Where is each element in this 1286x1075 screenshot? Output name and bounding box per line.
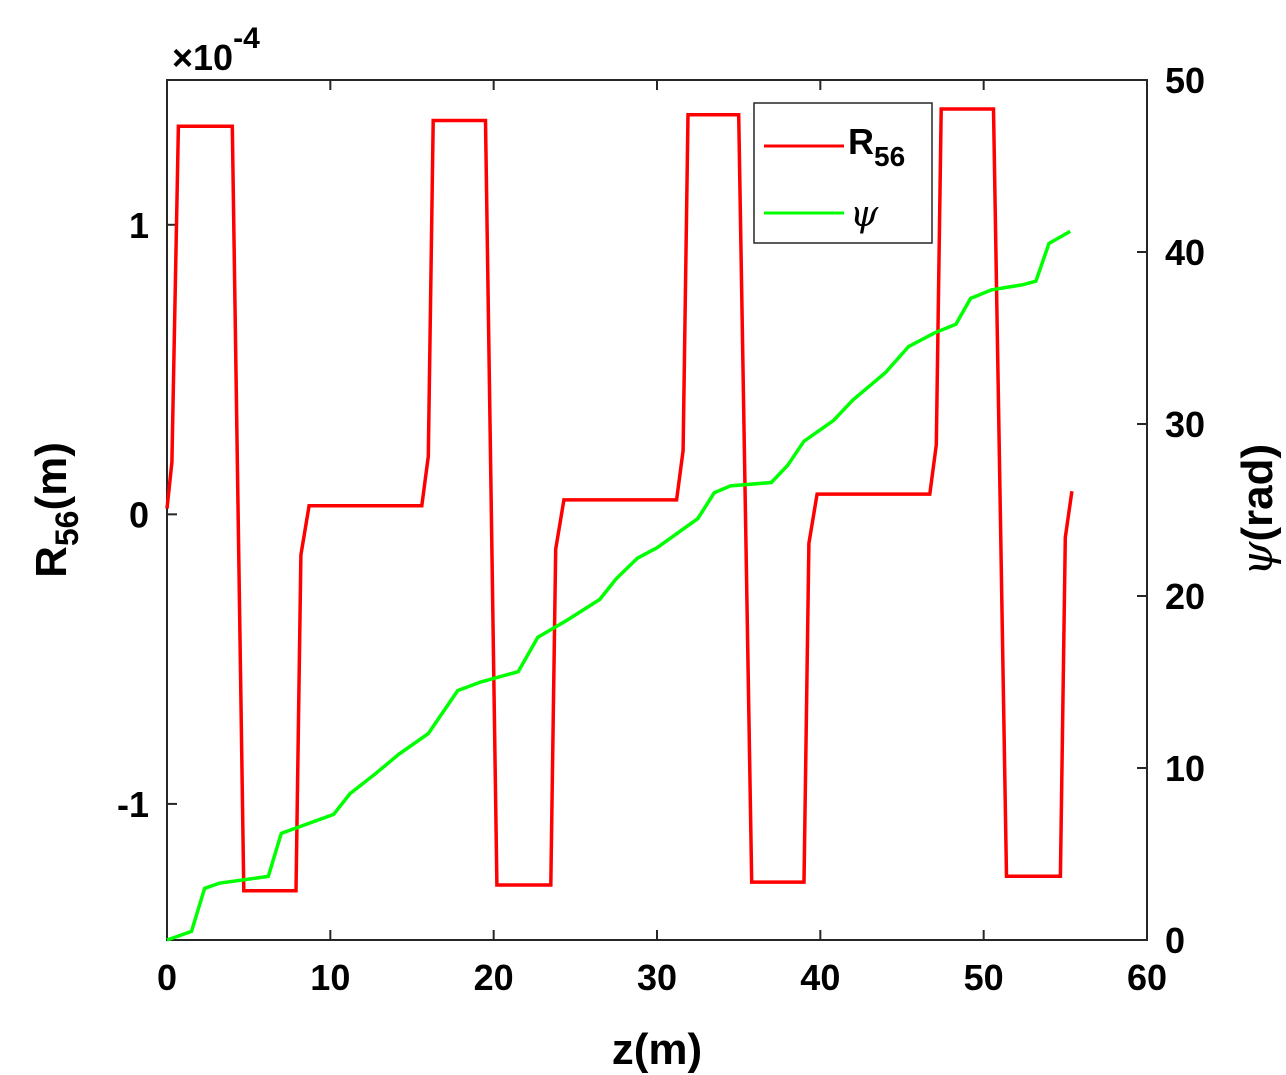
ticks-layer bbox=[166, 79, 1148, 941]
y-axis-left-label: R56(m) bbox=[27, 442, 85, 578]
series-line-psi bbox=[166, 229, 1072, 942]
series-line-r56 bbox=[165, 107, 1074, 893]
exponent-prefix: ×10 bbox=[172, 37, 233, 78]
x-axis-label: z(m) bbox=[612, 1025, 702, 1074]
legend: R56 ψ bbox=[753, 102, 933, 244]
x-tick-label: 30 bbox=[637, 957, 677, 998]
x-tick-label: 0 bbox=[157, 957, 177, 998]
y-left-label-suffix: (m) bbox=[27, 442, 76, 510]
y-right-tick-label: 50 bbox=[1165, 60, 1205, 101]
y-left-tick-label: 1 bbox=[129, 205, 149, 246]
y-right-label-suffix: (rad) bbox=[1233, 444, 1282, 542]
exponent-label: ×10-4 bbox=[172, 22, 260, 78]
legend-r56-main: R bbox=[848, 121, 874, 162]
legend-label-psi: ψ bbox=[850, 194, 879, 235]
x-tick-label: 40 bbox=[800, 957, 840, 998]
legend-r56-sub: 56 bbox=[874, 141, 905, 172]
y-right-tick-label: 0 bbox=[1165, 920, 1185, 961]
y-right-tick-label: 40 bbox=[1165, 232, 1205, 273]
y-right-tick-label: 30 bbox=[1165, 404, 1205, 445]
x-tick-label: 50 bbox=[964, 957, 1004, 998]
y-right-tick-label: 10 bbox=[1165, 748, 1205, 789]
legend-label-r56: R56 bbox=[848, 121, 905, 172]
x-tick-label: 60 bbox=[1127, 957, 1167, 998]
legend-box bbox=[753, 102, 933, 244]
y-right-tick-label: 20 bbox=[1165, 576, 1205, 617]
x-tick-label: 20 bbox=[474, 957, 514, 998]
y-left-tick-label: 0 bbox=[129, 494, 149, 535]
series-layer bbox=[165, 107, 1074, 942]
y-right-label-symbol: ψ bbox=[1232, 541, 1283, 576]
y-axis-right-label: ψ(rad) bbox=[1232, 444, 1283, 576]
y-left-label-sub: 56 bbox=[49, 511, 85, 547]
exponent-superscript: -4 bbox=[233, 22, 260, 55]
y-left-label-main: R bbox=[27, 546, 76, 578]
x-tick-label: 10 bbox=[310, 957, 350, 998]
y-left-tick-label: -1 bbox=[117, 784, 149, 825]
